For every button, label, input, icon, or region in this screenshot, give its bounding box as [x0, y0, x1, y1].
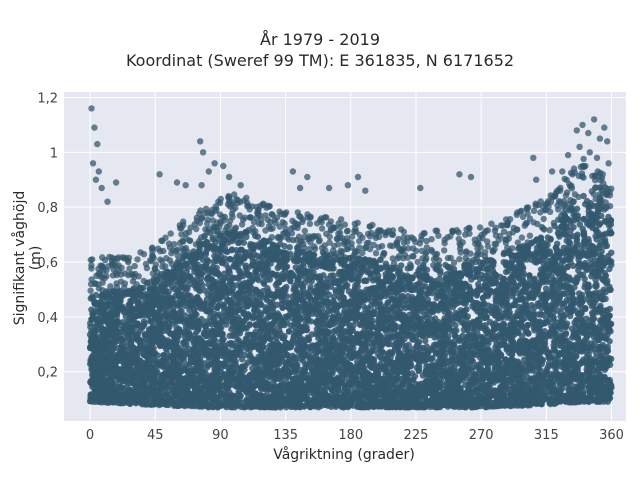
chart-title-line-2: Koordinat (Sweref 99 TM): E 361835, N 61… — [125, 51, 515, 70]
data-point — [246, 321, 253, 328]
data-points — [86, 105, 615, 411]
data-point — [591, 299, 598, 306]
data-point — [471, 333, 478, 340]
data-point — [120, 307, 127, 314]
data-point — [603, 307, 611, 314]
chart-title-line-1: År 1979 - 2019 — [260, 30, 380, 49]
data-point — [452, 322, 459, 329]
data-point — [500, 259, 507, 266]
data-point — [581, 275, 588, 282]
data-point — [259, 271, 266, 278]
data-point — [579, 225, 586, 232]
data-point — [235, 239, 243, 246]
data-point — [367, 274, 374, 281]
